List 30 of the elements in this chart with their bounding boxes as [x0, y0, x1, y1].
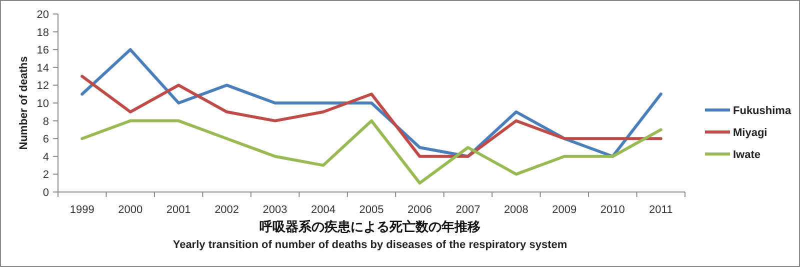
y-tick-label: 14: [36, 62, 49, 74]
y-tick-label: 16: [36, 44, 49, 57]
x-tick-label: 2008: [504, 204, 528, 216]
legend-label: Miyagi: [733, 127, 768, 139]
x-tick-label: 2002: [214, 204, 240, 216]
legend-label: Fukushima: [733, 105, 792, 117]
x-tick-label: 2006: [407, 204, 432, 216]
y-tick-label: 10: [36, 98, 49, 110]
x-tick-label: 2009: [552, 204, 577, 216]
y-axis-title: Number of deaths: [18, 56, 30, 150]
y-tick-label: 18: [36, 26, 49, 39]
legend-label: Iwate: [733, 149, 761, 161]
y-tick-label: 0: [42, 187, 49, 199]
y-tick-label: 8: [42, 116, 49, 128]
y-tick-label: 6: [42, 134, 49, 146]
y-tick-label: 12: [36, 80, 49, 92]
y-tick-label: 20: [36, 9, 49, 21]
x-tick-label: 2005: [359, 204, 384, 216]
x-tick-label: 2001: [166, 204, 191, 216]
x-tick-label: 2004: [311, 204, 336, 216]
x-tick-label: 2003: [262, 204, 288, 216]
text: Yearly transition of number of deaths by diseases of the respiratory system: [172, 239, 568, 251]
x-tick-label: 2000: [118, 204, 143, 216]
y-tick-label: 4: [42, 151, 49, 164]
x-axis-title: 呼吸器系の疾患による死亡数の年推移: [260, 219, 480, 234]
x-tick-label: 2007: [456, 204, 480, 216]
y-tick-label: 2: [42, 169, 49, 182]
x-tick-label: 1999: [70, 204, 94, 216]
x-tick-label: 2011: [649, 204, 673, 216]
x-tick-label: 2010: [600, 204, 625, 216]
